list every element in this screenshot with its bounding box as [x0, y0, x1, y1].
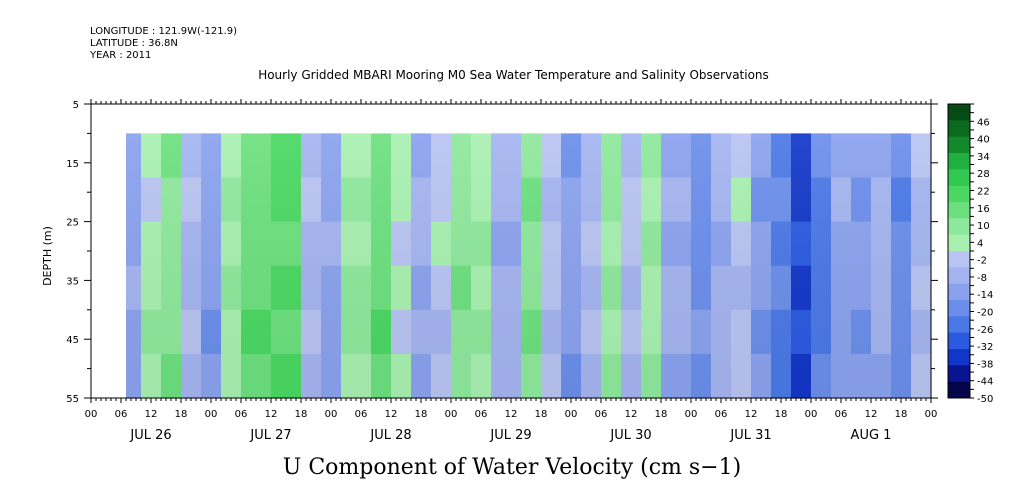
x-hour-label: 12: [625, 409, 638, 420]
x-hour-label: 18: [655, 409, 668, 420]
x-hour-label: 06: [595, 409, 608, 420]
colorbar-label: -8: [977, 273, 987, 284]
colorbar-label: -20: [977, 308, 993, 319]
colorbar-label: 16: [977, 204, 990, 215]
x-hour-label: 18: [415, 409, 428, 420]
x-hour-label: 18: [775, 409, 788, 420]
x-hour-label: 18: [175, 409, 188, 420]
x-hour-label: 00: [925, 409, 938, 420]
x-day-label: JUL 27: [249, 428, 291, 443]
x-hour-label: 12: [745, 409, 758, 420]
x-day-label: JUL 31: [729, 428, 771, 443]
colorbar-label: 4: [977, 238, 983, 249]
colorbar-label: -50: [977, 394, 993, 405]
x-hour-label: 00: [685, 409, 698, 420]
colorbar-swatch: [948, 381, 970, 399]
longitude-label: LONGITUDE : 121.9W(-121.9): [90, 26, 237, 37]
colorbar-swatch: [948, 234, 970, 252]
colorbar-label: 10: [977, 221, 990, 232]
x-day-label: JUL 26: [129, 428, 171, 443]
x-hour-label: 06: [235, 409, 248, 420]
x-hour-label: 12: [505, 409, 518, 420]
colorbar-label: -38: [977, 359, 993, 370]
colorbar-label: -26: [977, 325, 993, 336]
colorbar-label: -44: [977, 377, 993, 388]
colorbar-label: 46: [977, 117, 990, 128]
colorbar-label: -2: [977, 256, 987, 267]
x-hour-label: 06: [835, 409, 848, 420]
x-hour-label: 00: [205, 409, 218, 420]
x-hour-label: 18: [535, 409, 548, 420]
y-tick-label: 5: [73, 100, 79, 111]
colorbar-swatch: [948, 316, 970, 334]
latitude-label: LATITUDE : 36.8N: [90, 38, 178, 49]
colorbar-swatch: [948, 349, 970, 366]
plot-area: [91, 104, 932, 399]
x-hour-label: 06: [475, 409, 488, 420]
heatmap-shading: [126, 133, 931, 398]
colorbar-swatch: [948, 283, 970, 301]
x-hour-label: 18: [895, 409, 908, 420]
colorbar-swatch: [948, 136, 970, 154]
colorbar-swatch: [948, 120, 970, 138]
colorbar: 46 40 34 28 22 16 10 4 -2 -8 -14 -20 -26 -32 -38 -44 -50: [947, 103, 993, 405]
colorbar-label: -32: [977, 342, 993, 353]
colorbar-label: 40: [977, 135, 990, 146]
y-tick-label: 15: [66, 159, 79, 170]
x-hour-label: 00: [565, 409, 578, 420]
x-hour-label: 00: [325, 409, 338, 420]
colorbar-swatch: [948, 104, 970, 121]
x-hour-label: 06: [115, 409, 128, 420]
x-day-label: AUG 1: [851, 428, 892, 443]
colorbar-swatch: [948, 267, 970, 285]
x-hour-label: 12: [865, 409, 878, 420]
y-tick-label: 35: [66, 276, 79, 287]
x-day-label: JUL 29: [489, 428, 531, 443]
chart-title: Hourly Gridded MBARI Mooring M0 Sea Wate…: [258, 68, 769, 82]
x-axis-label: U Component of Water Velocity (cm s−1): [282, 455, 742, 480]
x-hour-label: 12: [145, 409, 158, 420]
x-hour-label: 12: [265, 409, 278, 420]
colorbar-swatch: [948, 202, 970, 219]
colorbar-label: 22: [977, 186, 990, 197]
x-hour-label: 00: [805, 409, 818, 420]
colorbar-swatch: [948, 251, 970, 268]
year-label: YEAR : 2011: [90, 50, 152, 61]
y-tick-label: 25: [66, 218, 79, 229]
y-axis-label: DEPTH (m): [41, 226, 54, 286]
colorbar-label: -14: [977, 290, 993, 301]
colorbar-swatch: [948, 218, 970, 236]
x-hour-label: 00: [85, 409, 98, 420]
x-day-label: JUL 28: [369, 428, 411, 443]
colorbar-swatch: [948, 300, 970, 317]
y-tick-label: 45: [66, 335, 79, 346]
y-tick-label: 55: [66, 394, 79, 405]
x-hour-label: 12: [385, 409, 398, 420]
x-hour-label: 06: [715, 409, 728, 420]
x-day-label: JUL 30: [609, 428, 651, 443]
colorbar-label: 28: [977, 169, 990, 180]
colorbar-swatch: [948, 185, 970, 203]
colorbar-label: 34: [977, 152, 990, 163]
x-hour-label: 00: [445, 409, 458, 420]
colorbar-swatch: [948, 169, 970, 187]
colorbar-swatch: [948, 365, 970, 383]
x-hour-label: 18: [295, 409, 308, 420]
axes: 00 06 12 18 00 06 12 18 00 06 12 18 00 06 12 18 00 06 12 18…: [66, 99, 938, 443]
x-hour-label: 06: [355, 409, 368, 420]
colorbar-swatch: [948, 332, 970, 350]
colorbar-swatch: [948, 153, 970, 170]
